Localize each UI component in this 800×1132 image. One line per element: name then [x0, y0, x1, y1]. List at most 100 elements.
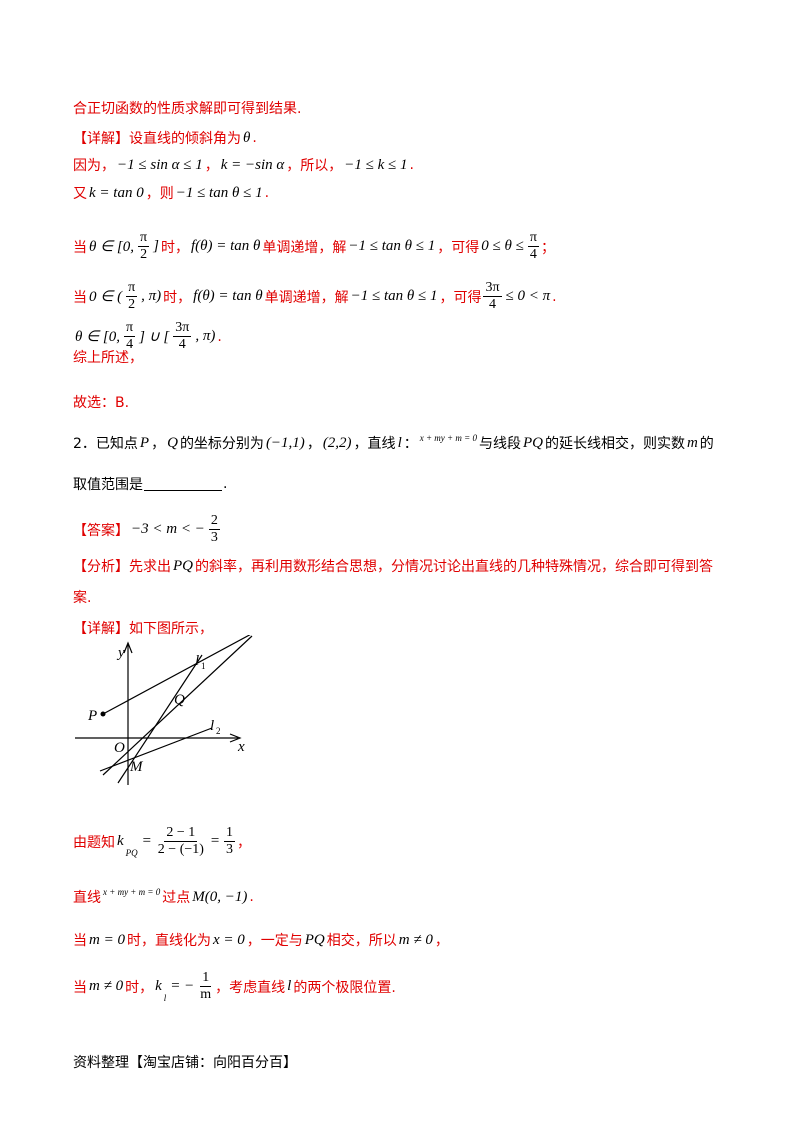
math: l — [397, 434, 402, 451]
text: 单调递增，解 — [264, 289, 349, 306]
denominator: 4 — [178, 337, 186, 352]
q-label: Q — [174, 692, 185, 708]
math: l — [287, 978, 292, 994]
text: 的坐标分别为 — [179, 436, 264, 452]
summary-label: 综上所述， — [73, 350, 143, 366]
text: ， — [306, 436, 321, 452]
math: −1 ≤ tan θ ≤ 1 — [348, 238, 436, 254]
text: 与线段 — [478, 436, 521, 452]
text: . — [552, 288, 557, 305]
math: (2,2) — [322, 434, 352, 451]
text-line: 【详解】设直线的倾斜角为 θ. — [73, 128, 257, 148]
math: m ≠ 0 — [398, 931, 433, 948]
text: ， — [434, 933, 449, 949]
math: −1 ≤ sin α ≤ 1 — [117, 156, 203, 173]
numerator: 1 — [200, 970, 212, 987]
p-label: P — [87, 708, 97, 724]
math: x + my + m = 0 — [419, 433, 477, 443]
math: l — [163, 993, 167, 1003]
text: ， — [204, 158, 219, 174]
l2-subscript: 2 — [216, 726, 221, 736]
text: . — [249, 889, 254, 905]
math: ≤ 0 < π — [505, 288, 551, 304]
text-line: 【详解】如下图所示， — [73, 618, 213, 638]
text: 单调递增，解 — [262, 239, 347, 256]
math: m = 0 — [89, 931, 125, 948]
text: 因为， — [73, 158, 115, 174]
math: −1 ≤ tan θ ≤ 1 — [350, 288, 438, 304]
text: ，则 — [145, 186, 174, 202]
text: ，可得 — [437, 239, 480, 256]
numerator: 1 — [224, 825, 236, 842]
text: ，考虑直线 — [215, 979, 286, 996]
fraction: 3π 4 — [173, 320, 192, 353]
denominator: 2 — [128, 297, 136, 312]
math: ] ∪ [ — [139, 329, 170, 345]
numerator: π — [138, 230, 150, 247]
text: 时，直线化为 — [126, 933, 211, 949]
math: PQ — [304, 931, 325, 948]
text-line: 案. — [73, 587, 91, 607]
math: = − — [170, 978, 195, 994]
text-line: 直线 x + my + m = 0 过点 M(0, −1). — [73, 887, 254, 907]
footer: 资料整理【淘宝店铺：向阳百分百】 — [73, 1055, 297, 1071]
text: 当 — [73, 933, 87, 949]
numerator: 2 — [208, 513, 220, 530]
math: Q — [167, 434, 178, 451]
origin-label: O — [114, 740, 125, 756]
math: , π) — [195, 328, 216, 344]
text: 由题知 — [73, 834, 115, 851]
math: −1 ≤ tan θ ≤ 1 — [175, 184, 263, 201]
text: 当 — [73, 239, 87, 256]
text-line: 合正切函数的性质求解即可得到结果. — [73, 98, 301, 118]
math: m — [686, 434, 698, 451]
x-label: x — [237, 739, 245, 755]
numerator: π — [126, 280, 138, 297]
text: ，一定与 — [246, 933, 303, 949]
math: (−1,1) — [265, 434, 305, 451]
text: ，所以， — [286, 158, 343, 174]
m-label: M — [129, 759, 144, 775]
text-line: 取值范围是. — [73, 474, 227, 494]
math: 0 ∈ ( — [89, 289, 123, 305]
text: 又 — [73, 186, 87, 202]
math: θ ∈ [0, — [75, 329, 121, 345]
math: , π) — [141, 288, 162, 304]
denominator: m — [200, 987, 212, 1002]
text: ，直线 — [353, 436, 396, 452]
math: f(θ) = tan θ — [190, 238, 261, 254]
math: k — [155, 978, 162, 994]
text: 【详解】设直线的倾斜角为 — [73, 131, 241, 147]
text: 故选：B. — [73, 395, 130, 411]
math: k = −sin α — [220, 156, 285, 173]
text: 的两个极限位置. — [293, 979, 396, 996]
y-label: y — [116, 645, 125, 661]
text: . — [264, 185, 270, 201]
text: . — [223, 476, 228, 492]
denominator: 4 — [489, 297, 496, 312]
math: ] — [153, 238, 159, 254]
denominator: 4 — [126, 337, 134, 352]
text: ， — [151, 436, 166, 452]
l2-label: l — [210, 718, 214, 734]
numerator: π — [527, 230, 539, 247]
text: 直线 — [73, 890, 101, 906]
text: 时， — [160, 239, 189, 256]
text-line: 【答案】 −3 < m < −2 3 — [73, 513, 222, 546]
text: 的延长线相交，则实数 — [544, 436, 685, 452]
text: 【详解】如下图所示， — [73, 621, 213, 637]
numerator: 2 − 1 — [164, 825, 198, 842]
numerator: 3π — [173, 320, 192, 337]
text-line: 故选：B. — [73, 392, 129, 412]
numerator: 3π — [483, 280, 502, 297]
text-line: θ ∈ [0, π 4] ∪ [3π 4, π). — [73, 320, 222, 353]
